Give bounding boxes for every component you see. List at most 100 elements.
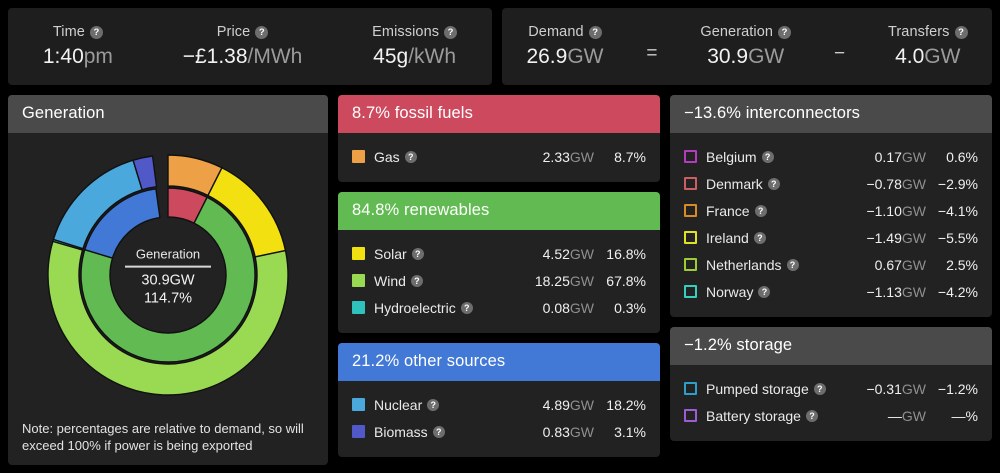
sources-column: 8.7% fossil fuels Gas? 2.33GW 8.7% 84.8% r… [338,95,660,465]
list-item[interactable]: Biomass? 0.83GW 3.1% [352,418,646,445]
list-item-label: Hydroelectric? [374,300,473,316]
list-item-percent-value: −1.2% [937,380,978,397]
help-icon[interactable]: ? [758,285,771,298]
power-number: −1.10 [866,202,902,219]
power-unit: GW [901,256,926,273]
list-item[interactable]: Netherlands? 0.67GW 2.5% [684,251,978,278]
generation-card-header: Generation [8,95,328,133]
list-item[interactable]: Denmark? −0.78GW −2.9% [684,170,978,197]
donut-slice-renewables[interactable] [80,196,256,363]
help-icon[interactable]: ? [954,25,968,39]
list-item[interactable]: France? −1.10GW −4.1% [684,197,978,224]
help-icon[interactable]: ? [410,274,423,287]
power-unit: GW [569,423,594,440]
power-unit: GW [569,245,594,262]
list-item-percent-value: −5.5% [937,229,978,246]
donut-slice-other-sources[interactable] [83,188,161,259]
generation-donut-chart[interactable]: Generation 30.9GW 114.7% [43,150,293,405]
list-item-percent-value: 8.7% [614,148,646,165]
donut-chart-wrap: Generation 30.9GW 114.7% [22,137,314,418]
help-icon[interactable]: ? [767,177,780,190]
help-icon[interactable]: ? [255,25,269,39]
list-item-percent-value: −4.1% [937,202,978,219]
help-icon[interactable]: ? [89,25,103,39]
metric-demand-label-text: Demand [528,24,584,40]
color-swatch-icon [684,177,697,190]
help-icon[interactable]: ? [411,247,424,260]
help-icon[interactable]: ? [427,398,440,411]
list-item-percent-value: 3.1% [614,423,646,440]
list-item-label-text: Norway [706,283,754,300]
list-item-label-text: Solar [374,245,407,262]
help-icon[interactable]: ? [805,409,818,422]
list-item-label-text: Pumped storage [706,380,809,397]
list-item-power-value: 0.08GW [520,300,594,316]
metric-price-unit: /MWh [247,45,303,68]
metric-generation-label: Generation ? [700,24,792,40]
list-item-label: Nuclear? [374,397,440,413]
storage-card-header: −1.2% storage [670,327,992,365]
list-item[interactable]: Ireland? −1.49GW −5.5% [684,224,978,251]
help-icon[interactable]: ? [588,25,602,39]
help-icon[interactable]: ? [786,258,799,271]
help-icon[interactable]: ? [444,25,458,39]
help-icon[interactable]: ? [432,425,445,438]
help-icon[interactable]: ? [404,150,417,163]
list-item-power-value: −1.49GW [852,230,926,246]
color-swatch-icon [684,285,697,298]
help-icon[interactable]: ? [761,150,774,163]
help-icon[interactable]: ? [754,204,767,217]
power-number: 0.08 [542,299,570,316]
metric-price-label-text: Price [216,24,251,40]
color-swatch-icon [352,425,365,438]
list-item-percent-value: 2.5% [946,256,978,273]
list-item-label-text: Netherlands [706,256,782,273]
list-item-percent-value: 18.2% [606,396,646,413]
list-item-percent-value: −2.9% [937,175,978,192]
list-item[interactable]: Pumped storage? −0.31GW −1.2% [684,375,978,402]
list-item[interactable]: Norway? −1.13GW −4.2% [684,278,978,305]
list-item[interactable]: Solar? 4.52GW 16.8% [352,240,646,267]
list-item-label-text: Ireland [706,229,749,246]
generation-card-body: Generation 30.9GW 114.7% Note: percentag… [8,133,328,465]
donut-slice-biomass[interactable] [132,155,158,191]
list-item[interactable]: Nuclear? 4.89GW 18.2% [352,391,646,418]
metric-demand-label: Demand ? [526,24,603,40]
help-icon[interactable]: ? [813,382,826,395]
help-icon[interactable]: ? [778,25,792,39]
list-item[interactable]: Gas? 2.33GW 8.7% [352,143,646,170]
power-number: −1.49 [866,229,902,246]
power-unit: GW [901,283,926,300]
list-item-label: Pumped storage? [706,381,826,397]
list-item[interactable]: Hydroelectric? 0.08GW 0.3% [352,294,646,321]
power-number: 4.52 [542,245,570,262]
list-item-label: Wind? [374,273,423,289]
list-item-percent-value: 67.8% [606,272,646,289]
help-icon[interactable]: ? [460,301,473,314]
power-unit: GW [901,229,926,246]
other-sources-list: Nuclear? 4.89GW 18.2% Biomass? 0.83GW 3.1% [338,381,660,457]
renewables-list: Solar? 4.52GW 16.8% Wind? 18.25GW 67.8% Hydroe… [338,230,660,333]
list-item-power-value: 0.83GW [520,424,594,440]
list-item[interactable]: Belgium? 0.17GW 0.6% [684,143,978,170]
dashboard-columns: Generation Generation 30.9GW 114.7% [8,95,992,465]
list-item[interactable]: Wind? 18.25GW 67.8% [352,267,646,294]
list-item[interactable]: Battery storage? —GW —% [684,402,978,429]
metric-price-value: −£1.38/MWh [183,45,303,69]
list-item-power-value: 4.52GW [520,246,594,262]
generation-note: Note: percentages are relative to demand… [22,420,304,454]
other-sources-card-header: 21.2% other sources [338,343,660,381]
help-icon[interactable]: ? [753,231,766,244]
metric-transfers-value: 4.0GW [888,45,968,69]
donut-slice-wind[interactable] [47,240,289,396]
list-item-label: Battery storage? [706,408,818,424]
metric-price-number: −£1.38 [182,45,248,68]
metric-emissions-number: 45g [373,45,409,68]
metric-time-value: 1:40pm [43,45,113,69]
metric-generation-unit: GW [748,45,785,68]
power-unit: GW [569,396,594,413]
transfers-column: −13.6% interconnectors Belgium? 0.17GW 0.6… [670,95,992,465]
metric-demand-unit: GW [567,45,604,68]
metric-emissions-value: 45g/kWh [372,45,457,69]
